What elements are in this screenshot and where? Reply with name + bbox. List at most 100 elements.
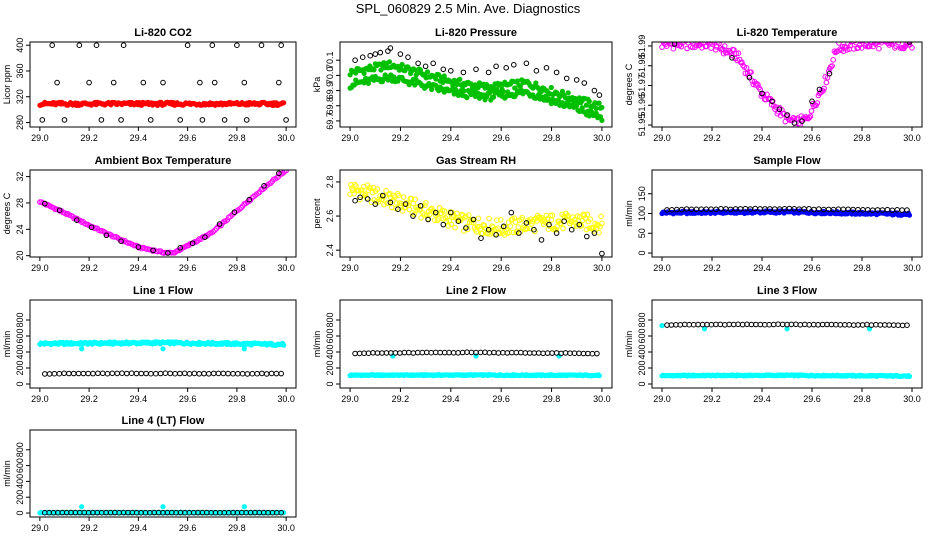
data-point (498, 217, 504, 223)
data-point (514, 78, 521, 84)
x-tick-label: 29.4 (130, 263, 148, 273)
y-tick-label: 200 (637, 360, 647, 375)
data-point (860, 42, 866, 44)
data-point (241, 79, 248, 86)
series-spikes (39, 42, 289, 123)
plot-frame (29, 429, 297, 518)
panel-title: Gas Stream RH (436, 155, 516, 167)
data-point (553, 69, 560, 76)
data-point (784, 112, 790, 118)
data-point (353, 183, 359, 189)
data-point (90, 370, 96, 377)
data-point (259, 370, 265, 377)
series-measured (671, 42, 913, 126)
series-temperature (37, 170, 289, 256)
data-point (706, 42, 712, 44)
data-point (596, 92, 603, 98)
data-point (352, 57, 358, 64)
data-point (46, 371, 53, 377)
y-axis-label: ml/min (2, 460, 12, 487)
data-point (156, 248, 162, 254)
data-point (468, 349, 475, 356)
plot-frame (339, 41, 613, 128)
data-point (422, 63, 429, 70)
x-tick-label: 29.0 (341, 394, 359, 404)
data-point (281, 170, 288, 174)
data-point (808, 108, 815, 114)
data-point (177, 370, 183, 377)
series-measured (352, 45, 603, 98)
x-tick-label: 29.2 (392, 133, 410, 143)
y-tick-label: 69.8 (325, 97, 335, 115)
panels: Li-820 CO2 Licor ppm 29.0 29.2 29.4 29.6 29.8 3… (2, 27, 923, 533)
data-point (515, 224, 522, 230)
data-point (793, 321, 799, 328)
data-point (775, 321, 781, 328)
data-point (561, 218, 567, 224)
data-point (562, 350, 569, 356)
data-layer (37, 504, 287, 516)
panel-pressure: Li-820 Pressure kPa 29.0 29.2 29.4 29.6 29.8 30… (312, 27, 613, 143)
data-point (399, 61, 405, 68)
data-point (875, 42, 881, 45)
data-point (395, 206, 401, 212)
data-point (899, 207, 905, 213)
data-point (703, 43, 710, 50)
x-tick-label: 30.0 (277, 394, 295, 404)
data-point (347, 72, 353, 78)
data-point (273, 370, 280, 377)
data-point (909, 45, 915, 51)
data-point (513, 229, 520, 236)
data-point (494, 217, 500, 223)
data-point (376, 196, 383, 203)
data-point (726, 321, 733, 328)
data-point (428, 349, 435, 356)
data-point (255, 190, 262, 196)
data-point (400, 194, 407, 200)
data-point (379, 196, 386, 202)
x-tick-label: 29.4 (130, 523, 148, 533)
data-point (429, 86, 435, 93)
data-point (511, 62, 517, 68)
y-axis-label: percent (312, 198, 322, 229)
y-tick-label: 51.96 (637, 94, 647, 117)
x-tick-label: 29.6 (492, 133, 510, 143)
x-tick-label: 29.4 (442, 133, 460, 143)
data-point (543, 65, 550, 71)
data-point (571, 350, 578, 357)
data-point (380, 192, 386, 199)
data-point (485, 226, 492, 233)
y-tick-label: 200 (15, 490, 25, 505)
data-point (138, 370, 145, 377)
data-layer (659, 42, 915, 127)
data-point (437, 349, 444, 356)
data-point (565, 90, 571, 96)
data-point (770, 321, 777, 328)
data-point (283, 170, 289, 174)
data-point (215, 224, 221, 230)
data-point (797, 322, 804, 328)
data-point (220, 370, 227, 377)
data-point (212, 227, 218, 233)
y-tick-label: 200 (325, 360, 335, 375)
data-point (244, 371, 251, 377)
y-tick-label: 2.4 (325, 244, 335, 257)
data-point (712, 47, 719, 53)
data-point (408, 195, 415, 202)
data-point (563, 75, 570, 82)
data-point (225, 370, 231, 377)
data-point (895, 42, 902, 46)
data-point (591, 230, 598, 236)
data-point (165, 250, 171, 256)
y-tick-label: 600 (325, 328, 335, 343)
data-point (589, 350, 596, 357)
data-point (372, 201, 379, 207)
data-point (239, 370, 246, 377)
data-point (791, 120, 798, 126)
data-point (454, 210, 460, 217)
data-point (361, 70, 367, 76)
y-tick-label: 0 (325, 381, 335, 386)
y-tick-label: 2.6 (325, 210, 335, 223)
data-point (755, 81, 761, 88)
